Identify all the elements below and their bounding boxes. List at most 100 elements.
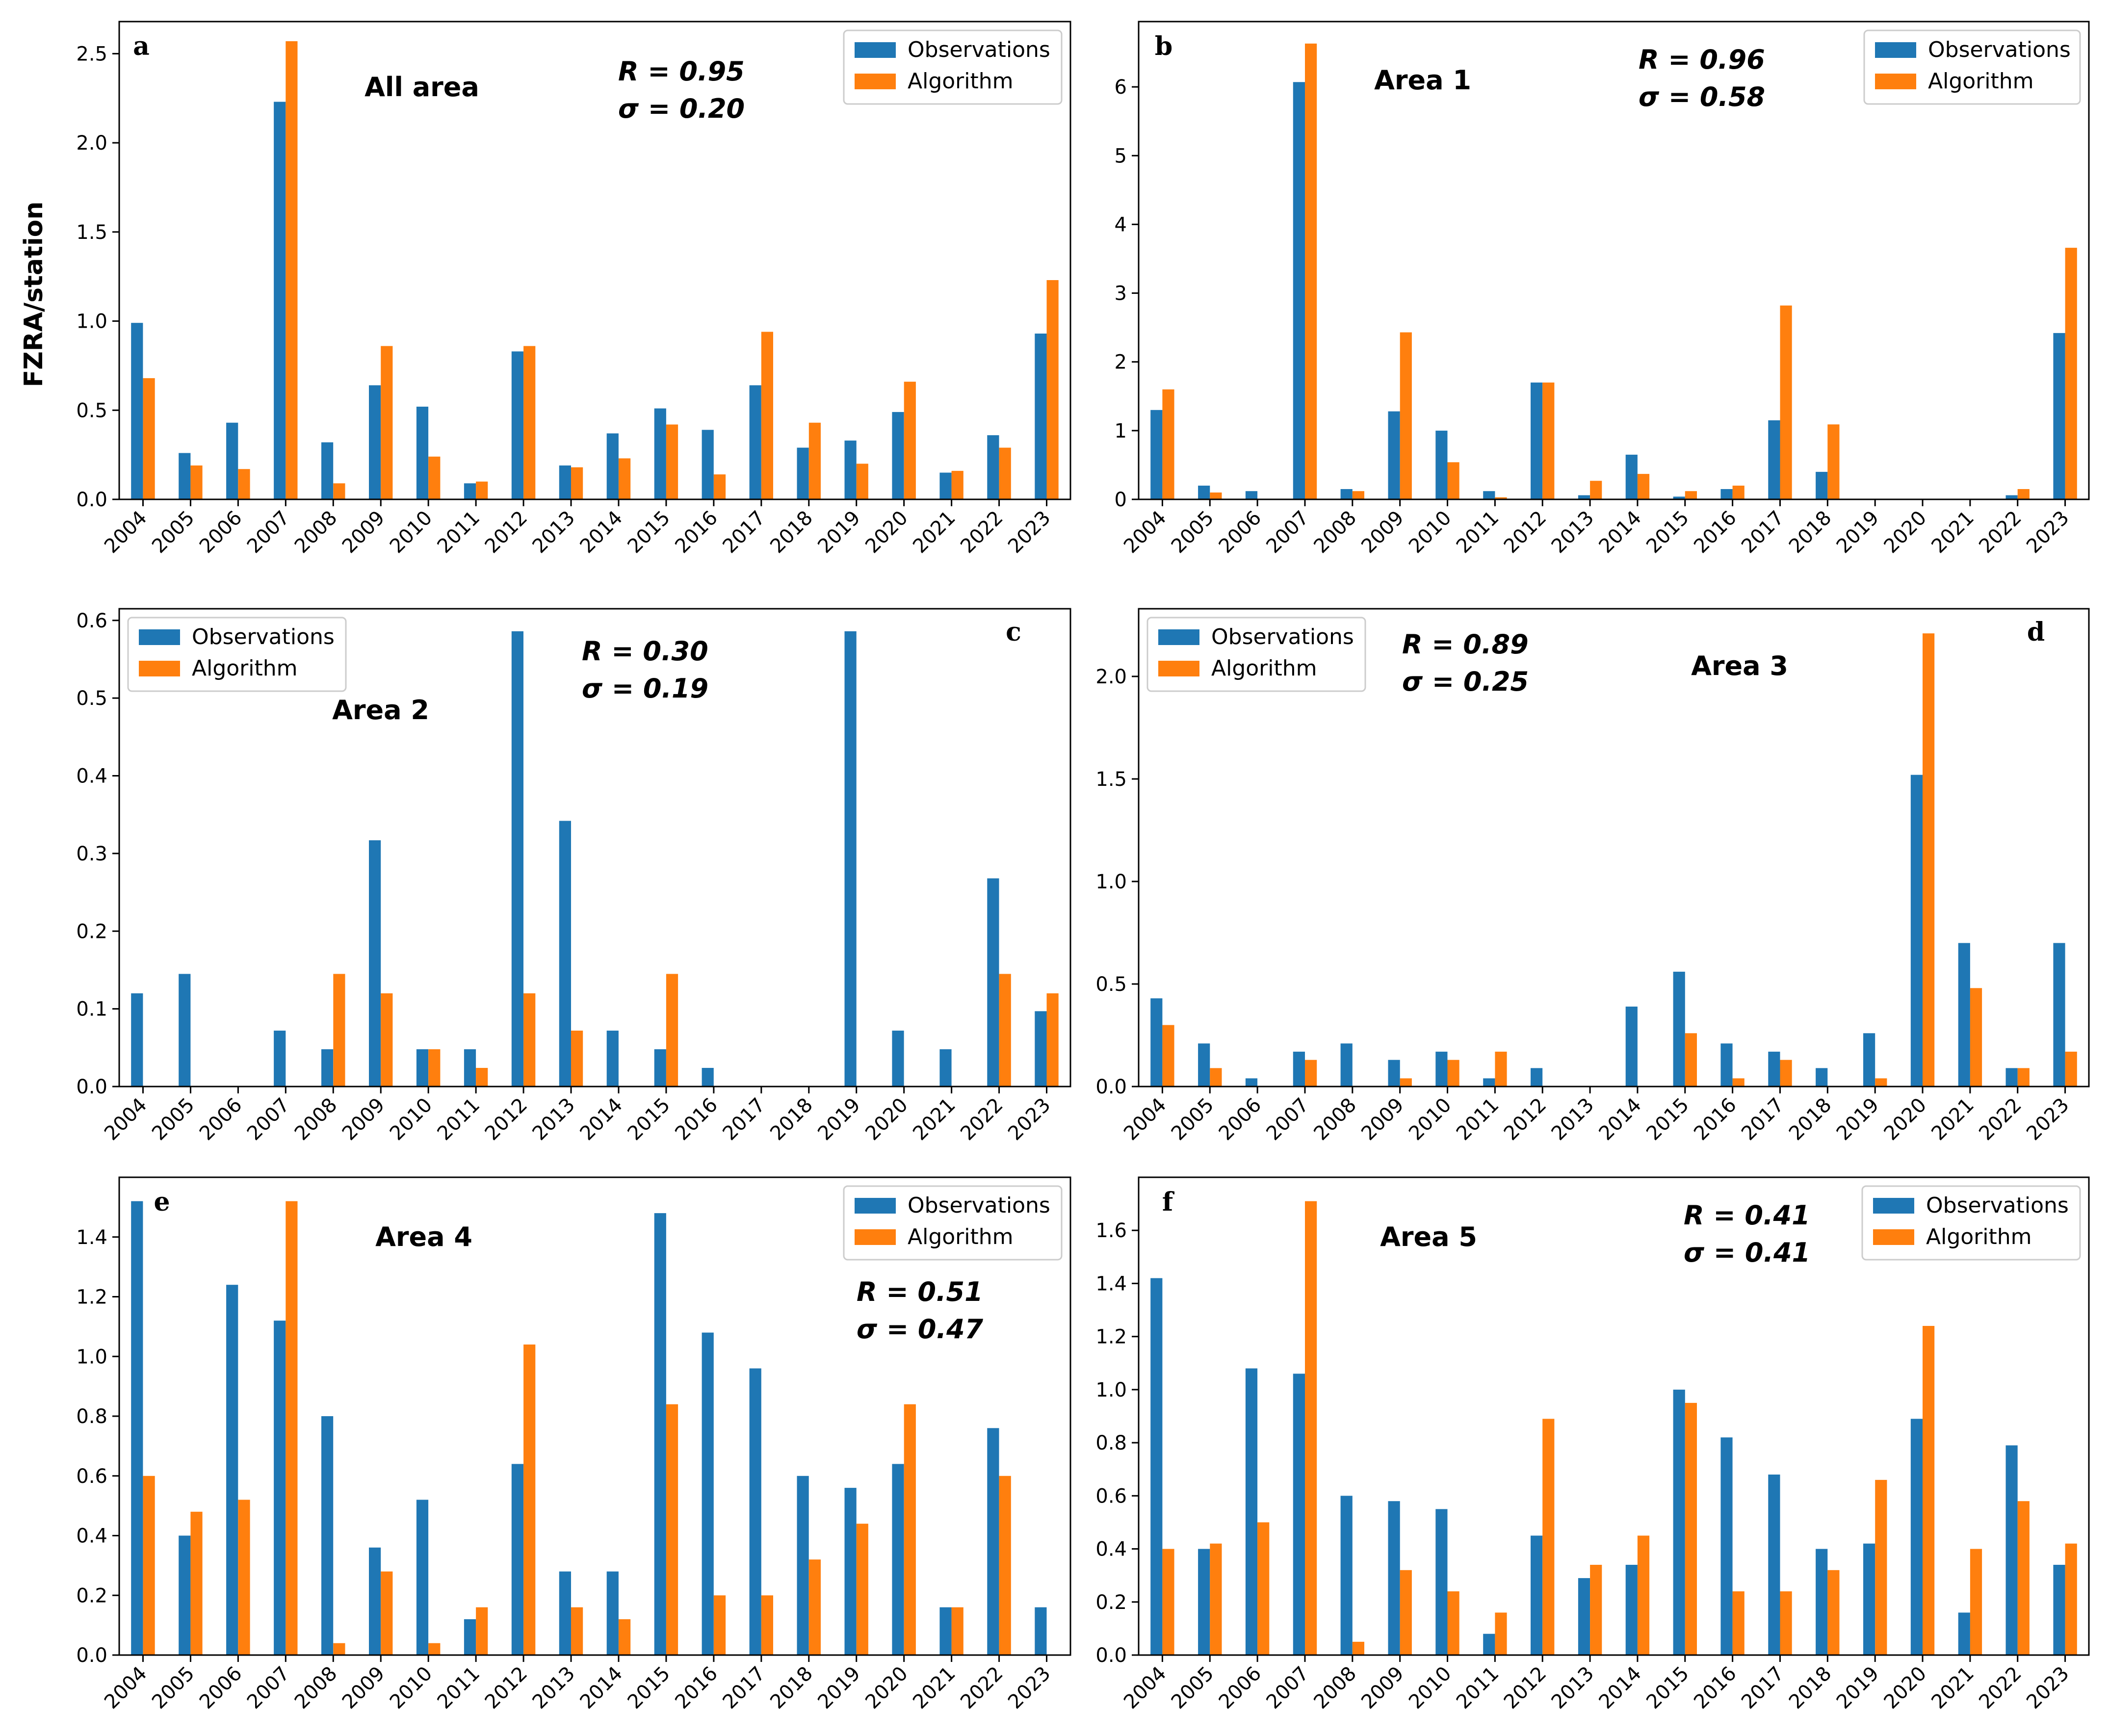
bar-algorithm-2020 bbox=[904, 1404, 916, 1655]
x-tick-label: 2012 bbox=[1500, 1094, 1551, 1145]
bar-observations-2022 bbox=[2005, 1068, 2018, 1087]
bar-observations-2020 bbox=[892, 412, 904, 499]
bar-observations-2023 bbox=[1035, 1011, 1047, 1087]
bar-observations-2006 bbox=[1245, 1078, 1258, 1087]
legend: Observations Algorithm bbox=[1863, 29, 2081, 105]
sigma-value: σ = 0.19 bbox=[582, 673, 708, 704]
y-tick-label: 0.4 bbox=[1095, 1538, 1127, 1561]
bar-observations-2009 bbox=[369, 385, 381, 499]
bar-algorithm-2009 bbox=[381, 993, 393, 1087]
bar-observations-2012 bbox=[1531, 382, 1543, 499]
bar-observations-2010 bbox=[1435, 430, 1448, 499]
bar-algorithm-2018 bbox=[1827, 1570, 1840, 1655]
bar-observations-2006 bbox=[1245, 1368, 1258, 1655]
bar-observations-2011 bbox=[1483, 491, 1495, 499]
x-tick-label: 2013 bbox=[528, 1662, 580, 1714]
x-tick-label: 2012 bbox=[481, 1662, 532, 1714]
x-tick-label: 2010 bbox=[386, 1094, 437, 1145]
bar-observations-2007 bbox=[1293, 1051, 1305, 1087]
x-tick-label: 2011 bbox=[1452, 1662, 1504, 1714]
chart-panel-c: 0.00.10.20.30.40.50.62004200520062007200… bbox=[76, 608, 1071, 1145]
legend-label: Observations bbox=[1926, 1193, 2069, 1218]
bar-algorithm-2021 bbox=[1970, 988, 1982, 1087]
x-tick-label: 2017 bbox=[718, 1094, 770, 1145]
x-tick-label: 2021 bbox=[1927, 1662, 1979, 1714]
bar-algorithm-2005 bbox=[190, 465, 203, 499]
correlation-r: R = 0.51 bbox=[857, 1276, 983, 1307]
bar-observations-2011 bbox=[464, 483, 476, 499]
x-tick-label: 2022 bbox=[956, 1662, 1008, 1714]
x-tick-label: 2017 bbox=[718, 1662, 770, 1714]
y-tick-label: 0.6 bbox=[76, 1465, 107, 1488]
bar-observations-2012 bbox=[511, 1464, 523, 1655]
bar-observations-2010 bbox=[416, 1049, 429, 1087]
panel-letter: e bbox=[154, 1187, 170, 1217]
x-tick-label: 2004 bbox=[100, 507, 152, 558]
bar-algorithm-2011 bbox=[476, 481, 488, 499]
bar-observations-2008 bbox=[321, 1049, 334, 1087]
bar-algorithm-2019 bbox=[1875, 1078, 1887, 1087]
x-tick-label: 2019 bbox=[1832, 1094, 1884, 1145]
bar-observations-2019 bbox=[844, 631, 857, 1087]
bar-algorithm-2014 bbox=[619, 458, 631, 499]
x-tick-label: 2008 bbox=[1309, 1094, 1361, 1145]
legend-label: Observations bbox=[908, 37, 1050, 62]
y-tick-label: 1.0 bbox=[76, 311, 107, 333]
bar-algorithm-2021 bbox=[1970, 1549, 1982, 1655]
x-tick-label: 2006 bbox=[1215, 1094, 1266, 1145]
bar-observations-2014 bbox=[606, 433, 619, 499]
x-tick-label: 2023 bbox=[1004, 507, 1055, 558]
x-tick-label: 2008 bbox=[1309, 507, 1361, 558]
x-tick-label: 2015 bbox=[1642, 1662, 1693, 1714]
bar-algorithm-2004 bbox=[1162, 1025, 1174, 1087]
legend-box bbox=[843, 29, 1063, 105]
sigma-value: σ = 0.58 bbox=[1639, 81, 1765, 112]
bar-observations-2012 bbox=[511, 351, 523, 499]
legend-swatch-observations bbox=[1873, 1198, 1914, 1214]
legend-label: Observations bbox=[1928, 37, 2071, 62]
bar-algorithm-2010 bbox=[1447, 462, 1459, 499]
x-tick-label: 2019 bbox=[813, 1094, 865, 1145]
legend-label: Observations bbox=[1211, 624, 1354, 649]
x-tick-label: 2023 bbox=[2022, 1094, 2074, 1145]
bar-observations-2004 bbox=[131, 1201, 143, 1655]
legend: Observations Algorithm bbox=[1146, 617, 1366, 692]
bar-observations-2019 bbox=[844, 440, 857, 499]
bar-observations-2005 bbox=[179, 1535, 191, 1655]
y-tick-label: 0.5 bbox=[76, 687, 107, 710]
x-tick-label: 2004 bbox=[1120, 1094, 1171, 1145]
bar-algorithm-2017 bbox=[1780, 1060, 1792, 1087]
bar-observations-2007 bbox=[274, 1031, 286, 1087]
x-tick-label: 2023 bbox=[1004, 1662, 1055, 1714]
y-tick-label: 1.2 bbox=[1095, 1326, 1127, 1348]
legend-box bbox=[1863, 29, 2081, 105]
x-tick-label: 2009 bbox=[1357, 507, 1408, 558]
bar-observations-2014 bbox=[606, 1571, 619, 1655]
bar-algorithm-2010 bbox=[428, 456, 441, 499]
x-tick-label: 2015 bbox=[1642, 507, 1693, 558]
bar-observations-2015 bbox=[1673, 496, 1685, 499]
bar-algorithm-2005 bbox=[1210, 492, 1222, 499]
bar-algorithm-2007 bbox=[1305, 43, 1317, 500]
x-tick-label: 2007 bbox=[243, 507, 294, 558]
panel-letter: d bbox=[2027, 617, 2045, 647]
x-tick-label: 2007 bbox=[1262, 507, 1314, 558]
bar-algorithm-2012 bbox=[523, 993, 536, 1087]
bar-algorithm-2009 bbox=[1400, 1078, 1412, 1087]
legend-swatch-algorithm bbox=[1875, 74, 1916, 89]
bar-observations-2017 bbox=[749, 1368, 761, 1655]
y-tick-label: 5 bbox=[1115, 145, 1127, 167]
y-tick-label: 1.5 bbox=[76, 221, 107, 244]
bar-algorithm-2009 bbox=[381, 1571, 393, 1655]
legend-label: Algorithm bbox=[908, 1224, 1014, 1249]
x-tick-label: 2013 bbox=[1547, 1662, 1599, 1714]
legend-swatch-algorithm bbox=[855, 74, 896, 89]
sigma-value: σ = 0.47 bbox=[857, 1314, 984, 1345]
bar-observations-2007 bbox=[1293, 82, 1305, 500]
bar-observations-2016 bbox=[1720, 489, 1733, 499]
bar-observations-2016 bbox=[1720, 1437, 1733, 1655]
bar-algorithm-2012 bbox=[1542, 382, 1555, 499]
y-tick-label: 1.4 bbox=[76, 1226, 107, 1249]
bar-observations-2007 bbox=[274, 102, 286, 499]
legend: Observations Algorithm bbox=[843, 29, 1063, 105]
